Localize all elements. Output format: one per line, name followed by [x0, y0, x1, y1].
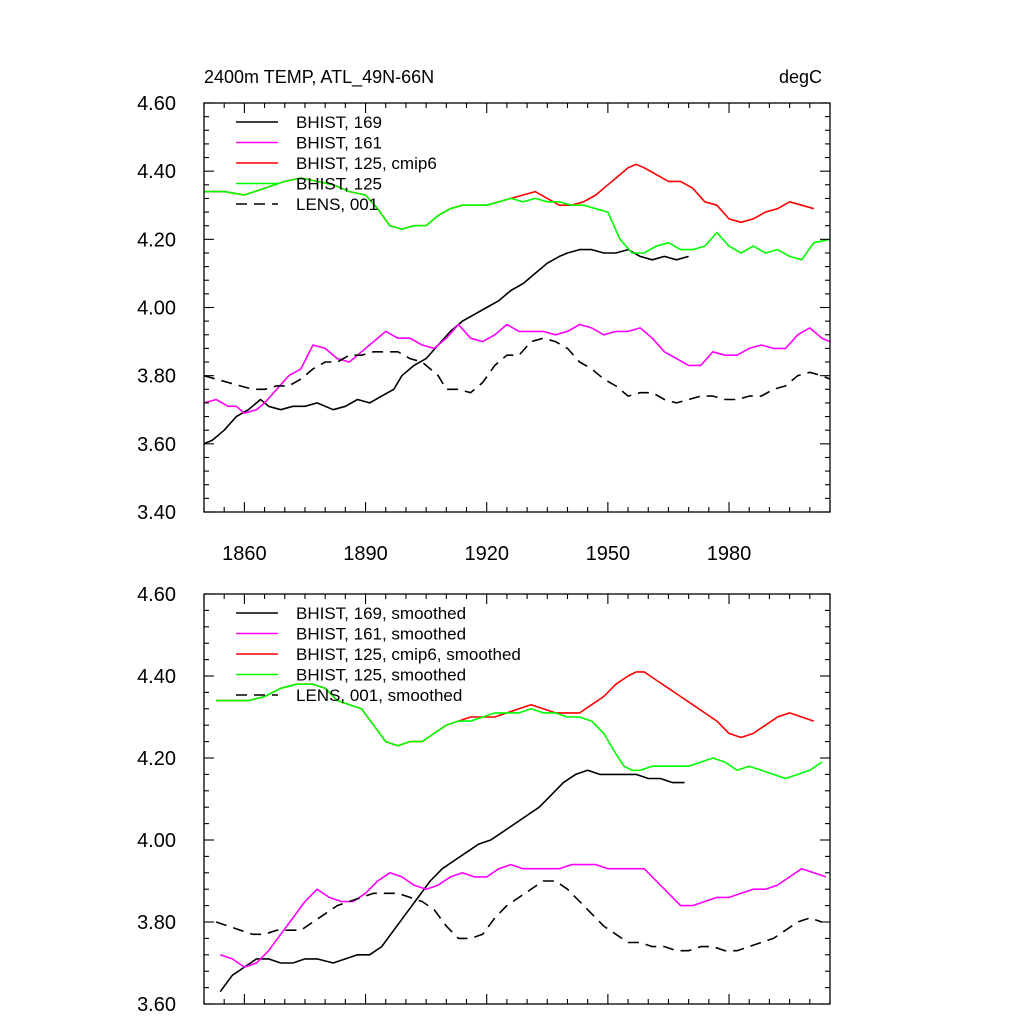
y-tick-label: 4.40	[137, 666, 176, 688]
plot-frame	[203, 593, 831, 1005]
y-tick-label: 3.40	[137, 502, 176, 524]
series-line-0	[219, 769, 685, 993]
series-lines	[203, 163, 831, 445]
series-line-0	[203, 248, 689, 445]
legend-label: BHIST, 125, smoothed	[296, 666, 466, 685]
y-tick-label: 3.80	[137, 912, 176, 934]
series-line-4	[215, 880, 823, 952]
x-tick-label: 1950	[586, 543, 631, 565]
y-tick-label: 4.00	[137, 830, 176, 852]
units-label: degC	[779, 67, 822, 87]
legend-label: BHIST, 125, cmip6	[296, 154, 437, 173]
y-tick-label: 4.20	[137, 229, 176, 251]
series-line-1	[203, 323, 831, 415]
axes: 3.60 3.80 4.00 4.20 4.40 4.60	[137, 584, 831, 1016]
series-line-4	[203, 337, 831, 404]
legend-label: BHIST, 169, smoothed	[296, 604, 466, 623]
bottom-panel: 3.60 3.80 4.00 4.20 4.40 4.60 BHIST, 169, smoo…	[137, 584, 831, 1016]
y-tick-label: 3.80	[137, 366, 176, 388]
series-lines	[215, 671, 827, 993]
y-tick-label: 3.60	[137, 434, 176, 456]
top-panel: 1860 1890 1920 1950 1980 3.40 3.60 3.80 4.00 4.20…	[137, 67, 831, 565]
x-tick-label: 1860	[222, 543, 267, 565]
series-line-3	[216, 683, 823, 780]
y-tick-label: 4.20	[137, 748, 176, 770]
y-tick-label: 4.60	[137, 93, 176, 115]
legend-label: BHIST, 125	[296, 175, 382, 194]
y-tick-label: 4.40	[137, 161, 176, 183]
series-line-1	[219, 863, 827, 968]
x-tick-label: 1920	[464, 543, 509, 565]
x-tick-label: 1890	[343, 543, 388, 565]
legend-label: LENS, 001, smoothed	[296, 686, 462, 705]
y-tick-label: 4.00	[137, 298, 176, 320]
legend-label: LENS, 001	[296, 195, 378, 214]
x-tick-label: 1980	[707, 543, 752, 565]
y-tick-label: 3.60	[137, 994, 176, 1016]
legend-label: BHIST, 169	[296, 113, 382, 132]
legend: BHIST, 169, smoothed BHIST, 161, smoothed…	[236, 604, 521, 705]
chart-title: 2400m TEMP, ATL_49N-66N	[204, 67, 434, 88]
y-tick-label: 4.60	[137, 584, 176, 606]
legend-label: BHIST, 125, cmip6, smoothed	[296, 645, 521, 664]
axes: 1860 1890 1920 1950 1980 3.40 3.60 3.80 4.00 4.20…	[137, 93, 831, 565]
legend-label: BHIST, 161, smoothed	[296, 625, 466, 644]
legend-label: BHIST, 161	[296, 134, 382, 153]
series-line-3	[204, 177, 831, 261]
